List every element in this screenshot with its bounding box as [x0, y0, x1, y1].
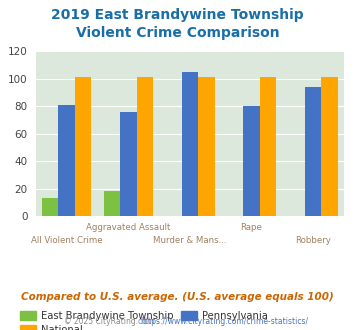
Bar	[321, 77, 338, 216]
Bar	[260, 77, 276, 216]
Bar	[305, 87, 321, 216]
Bar	[182, 72, 198, 216]
Bar	[120, 112, 137, 216]
Text: https://www.cityrating.com/crime-statistics/: https://www.cityrating.com/crime-statist…	[140, 317, 308, 326]
Bar	[243, 106, 260, 216]
Text: Rape: Rape	[241, 223, 262, 232]
Text: © 2025 CityRating.com -: © 2025 CityRating.com -	[64, 317, 162, 326]
Text: Compared to U.S. average. (U.S. average equals 100): Compared to U.S. average. (U.S. average …	[21, 292, 334, 302]
Bar	[75, 77, 91, 216]
Bar	[42, 198, 59, 216]
Text: 2019 East Brandywine Township
Violent Crime Comparison: 2019 East Brandywine Township Violent Cr…	[51, 8, 304, 40]
Bar	[198, 77, 214, 216]
Bar	[137, 77, 153, 216]
Text: Aggravated Assault: Aggravated Assault	[86, 223, 170, 232]
Text: All Violent Crime: All Violent Crime	[31, 236, 103, 245]
Legend: East Brandywine Township, National, Pennsylvania: East Brandywine Township, National, Penn…	[16, 307, 272, 330]
Text: Robbery: Robbery	[295, 236, 331, 245]
Bar	[59, 105, 75, 216]
Bar	[104, 191, 120, 216]
Text: Murder & Mans...: Murder & Mans...	[153, 236, 227, 245]
